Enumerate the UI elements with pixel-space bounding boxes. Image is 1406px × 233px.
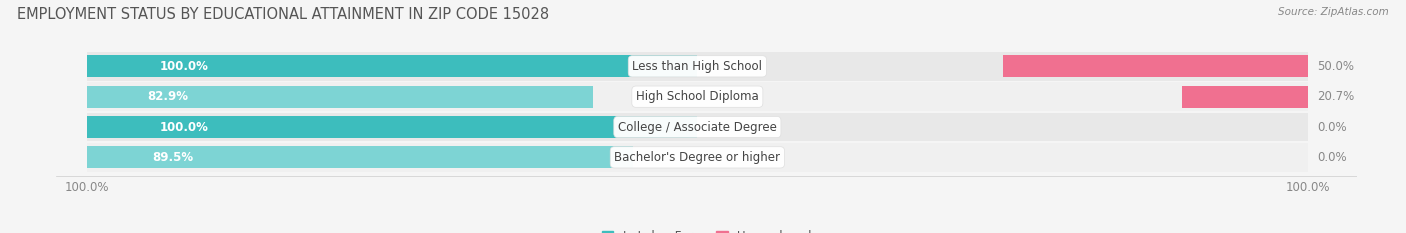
Bar [1002, 55, 1308, 77]
Text: 50.0%: 50.0% [1317, 60, 1354, 73]
Text: 100.0%: 100.0% [160, 120, 209, 134]
Legend: In Labor Force, Unemployed: In Labor Force, Unemployed [602, 230, 811, 233]
Bar [87, 52, 1308, 81]
Text: Bachelor's Degree or higher: Bachelor's Degree or higher [614, 151, 780, 164]
Text: High School Diploma: High School Diploma [636, 90, 759, 103]
Text: 0.0%: 0.0% [1317, 151, 1347, 164]
Bar [1181, 86, 1308, 108]
Bar [87, 86, 593, 108]
Bar [87, 82, 1308, 111]
Text: 89.5%: 89.5% [152, 151, 194, 164]
Text: 100.0%: 100.0% [160, 60, 209, 73]
Bar [87, 113, 1308, 141]
Text: EMPLOYMENT STATUS BY EDUCATIONAL ATTAINMENT IN ZIP CODE 15028: EMPLOYMENT STATUS BY EDUCATIONAL ATTAINM… [17, 7, 548, 22]
Text: 82.9%: 82.9% [148, 90, 188, 103]
Bar [87, 146, 633, 168]
Bar [87, 55, 697, 77]
Text: Source: ZipAtlas.com: Source: ZipAtlas.com [1278, 7, 1389, 17]
Text: 20.7%: 20.7% [1317, 90, 1354, 103]
Text: 0.0%: 0.0% [1317, 120, 1347, 134]
Bar [87, 116, 697, 138]
Text: College / Associate Degree: College / Associate Degree [617, 120, 776, 134]
Bar [87, 143, 1308, 172]
Text: Less than High School: Less than High School [633, 60, 762, 73]
